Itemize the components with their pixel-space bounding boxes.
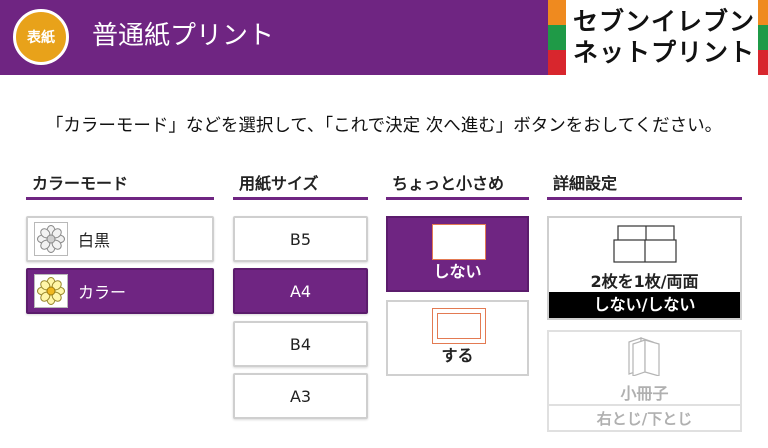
logo-stripes-right xyxy=(758,0,768,75)
page-title: 普通紙プリント xyxy=(92,21,275,51)
logo-stripes-left xyxy=(548,0,566,75)
paper-size-b4-option[interactable]: B4 xyxy=(233,321,368,367)
booklet-label: 小冊子 xyxy=(620,384,669,403)
logo-text: セブンイレブン ネットプリント xyxy=(570,6,758,68)
booklet-button[interactable]: 小冊子 右とじ/下とじ xyxy=(547,330,742,432)
two-pages-icon xyxy=(613,225,677,263)
header-bar: 表紙 普通紙プリント セブンイレブン ネットプリント xyxy=(0,0,768,75)
instruction-text: 「カラーモード」などを選択して、「これで決定 次へ進む」ボタンをおしてください。 xyxy=(45,116,723,136)
paper-size-b5-label: B5 xyxy=(289,229,312,249)
color-mode-color-option[interactable]: カラー xyxy=(26,268,214,314)
color-mode-heading: カラーモード xyxy=(26,170,214,200)
paper-size-b4-label: B4 xyxy=(289,334,312,354)
shrink-off-option[interactable]: しない xyxy=(386,216,529,292)
flower-color-icon xyxy=(34,274,68,308)
page-thumbnail-icon xyxy=(432,224,486,260)
paper-size-a3-option[interactable]: A3 xyxy=(233,373,368,419)
paper-size-heading: 用紙サイズ xyxy=(233,170,368,200)
paper-size-a4-option[interactable]: A4 xyxy=(233,268,368,314)
shrink-off-label: しない xyxy=(433,262,482,281)
paper-size-a4-label: A4 xyxy=(289,281,312,301)
logo-line-1: セブンイレブン xyxy=(572,7,755,36)
paper-size-a3-label: A3 xyxy=(289,386,312,406)
details-heading: 詳細設定 xyxy=(547,170,742,200)
color-mode-mono-option[interactable]: 白黒 xyxy=(26,216,214,262)
paper-size-b5-option[interactable]: B5 xyxy=(233,216,368,262)
shrink-on-option[interactable]: する xyxy=(386,300,529,376)
color-mode-color-label: カラー xyxy=(78,283,127,302)
cover-badge: 表紙 xyxy=(13,9,69,65)
logo-line-2: ネットプリント xyxy=(572,38,755,67)
shrink-on-label: する xyxy=(441,346,474,365)
two-in-one-duplex-button[interactable]: 2枚を1枚/両面 しない/しない xyxy=(547,216,742,320)
color-mode-mono-label: 白黒 xyxy=(78,231,111,250)
seven-eleven-netprint-logo: セブンイレブン ネットプリント xyxy=(548,0,768,75)
flower-mono-icon xyxy=(34,222,68,256)
two-in-one-value: しない/しない xyxy=(549,292,740,318)
booklet-icon xyxy=(628,337,660,376)
booklet-value: 右とじ/下とじ xyxy=(549,404,740,432)
two-in-one-label: 2枚を1枚/両面 xyxy=(590,272,699,291)
shrink-heading: ちょっと小さめ xyxy=(386,170,529,200)
page-thumbnail-small-icon xyxy=(432,308,486,344)
